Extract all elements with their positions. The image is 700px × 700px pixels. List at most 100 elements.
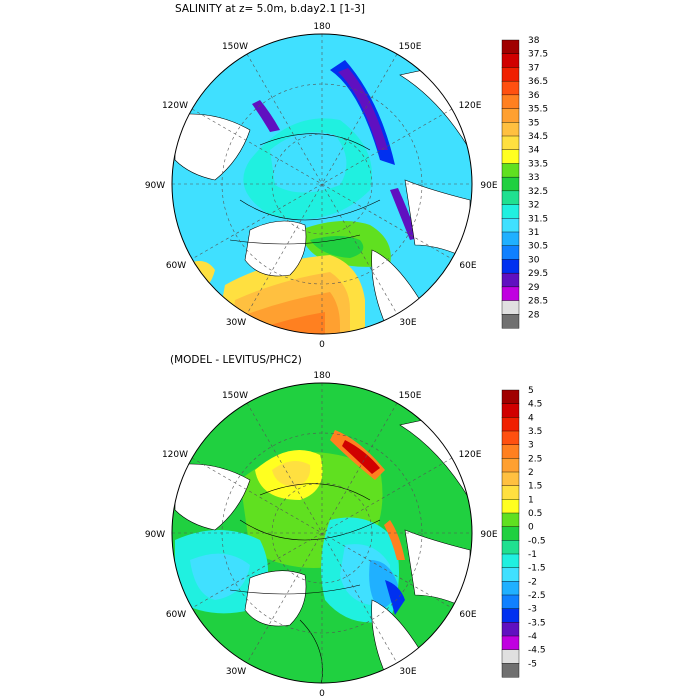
colorbar-tick-label: -0.5 [528,536,546,546]
lon-label-150e: 150E [399,42,422,52]
colorbar-tick-label: -1.5 [528,564,546,574]
colorbar-tick-label: 38 [528,36,540,46]
lon-label-120w: 120W [162,101,188,111]
salinity-graticule [172,34,472,334]
colorbar-tick-label: 36.5 [528,77,548,87]
colorbar-swatch [501,122,520,137]
colorbar-tick-label: 5 [528,386,534,396]
lon-label-60e: 60E [459,610,476,620]
salinity-panel: SALINITY at z= 5.0m, b.day2.1 [1-3] [145,3,548,350]
salinity-lon-labels: 180 150W 150E 120W 120E 90W 90E 60W 60E … [145,22,498,350]
colorbar-swatch [501,67,520,82]
colorbar-tick-label: -3.5 [528,618,546,628]
lon-label-30w: 30W [226,667,246,677]
colorbar-swatch [501,499,520,514]
colorbar-tick-label: 35 [528,118,539,128]
difference-colorbar: 5 4.5 4 3.5 3 2.5 2 1.5 1 0.5 0 -0.5 -1 -1.5 -2 -2.5 -3 -… [501,386,546,678]
colorbar-swatch [501,108,520,123]
colorbar-swatch [501,635,520,651]
colorbar-tick-label: -2 [528,577,537,587]
colorbar-tick-label: 1.5 [528,482,542,492]
colorbar-swatch [501,272,520,288]
colorbar-tick-label: 2.5 [528,454,542,464]
colorbar-swatch [501,458,520,473]
colorbar-swatch [501,39,520,55]
colorbar-tick-label: 3 [528,441,534,451]
colorbar-swatch [501,314,520,329]
colorbar-swatch [501,403,520,418]
colorbar-swatch [501,622,520,637]
colorbar-tick-label: 34 [528,146,540,156]
lon-label-30e: 30E [399,667,416,677]
colorbar-tick-label: 30 [528,255,540,265]
lon-label-90w: 90W [145,181,165,191]
difference-map-border [171,382,473,684]
colorbar-swatch [501,608,520,623]
colorbar-tick-label: 3.5 [528,427,542,437]
lon-label-120w: 120W [162,450,188,460]
colorbar-swatch [501,663,520,678]
colorbar-tick-label: 37 [528,63,539,73]
salinity-title: SALINITY at z= 5.0m, b.day2.1 [1-3] [175,3,365,15]
colorbar-tick-label: 29 [528,283,540,293]
colorbar-swatch [501,94,520,110]
colorbar-tick-label: -4 [528,632,537,642]
colorbar-tick-label: 34.5 [528,132,548,142]
colorbar-swatch [501,300,520,315]
lon-label-150w: 150W [222,42,248,52]
lon-label-90e: 90E [480,530,497,540]
lon-label-90e: 90E [480,181,497,191]
colorbar-tick-label: -1 [528,550,537,560]
lon-label-150e: 150E [399,391,422,401]
colorbar-tick-label: 31 [528,228,539,238]
colorbar-swatch [501,53,520,68]
colorbar-swatch [501,649,520,664]
colorbar-swatch [501,149,520,164]
lon-label-60e: 60E [459,261,476,271]
colorbar-tick-label: 1 [528,495,534,505]
colorbar-tick-label: 33.5 [528,159,548,169]
colorbar-swatch [501,512,520,528]
lon-label-30e: 30E [399,318,416,328]
lon-label-90w: 90W [145,530,165,540]
colorbar-tick-label: 0 [528,523,534,533]
colorbar-swatch [501,80,520,96]
lon-label-0: 0 [319,340,325,350]
colorbar-swatch [501,567,520,582]
difference-lon-labels: 180 150W 150E 120W 120E 90W 90E 60W 60E … [145,371,498,699]
colorbar-tick-label: 2 [528,468,534,478]
colorbar-tick-label: 31.5 [528,214,548,224]
colorbar-swatch [501,485,520,500]
colorbar-swatch [501,286,520,302]
colorbar-swatch [501,540,520,555]
colorbar-swatch [501,594,520,610]
colorbar-tick-label: 36 [528,91,540,101]
lon-label-150w: 150W [222,391,248,401]
colorbar-swatch [501,417,520,432]
colorbar-tick-label: 32 [528,201,539,211]
colorbar-swatch [501,389,520,405]
colorbar-swatch [501,526,520,541]
colorbar-tick-label: -5 [528,659,537,669]
colorbar-swatch [501,204,520,219]
colorbar-tick-label: -3 [528,605,537,615]
colorbar-swatch [501,190,520,206]
colorbar-tick-label: 28.5 [528,297,548,307]
colorbar-tick-label: 0.5 [528,509,542,519]
colorbar-swatch [501,471,520,487]
difference-title: (MODEL - LEVITUS/PHC2) [170,354,302,366]
colorbar-tick-label: 29.5 [528,269,548,279]
lon-label-60w: 60W [166,261,186,271]
colorbar-swatch [501,163,520,178]
colorbar-tick-label: 37.5 [528,50,548,60]
colorbar-swatch [501,231,520,247]
colorbar-swatch [501,444,520,459]
colorbar-swatch [501,553,520,569]
colorbar-tick-label: 30.5 [528,242,548,252]
colorbar-tick-label: 35.5 [528,105,548,115]
salinity-map-border [171,33,473,335]
colorbar-swatch [501,245,520,260]
colorbar-tick-label: -2.5 [528,591,546,601]
colorbar-tick-label: 33 [528,173,539,183]
